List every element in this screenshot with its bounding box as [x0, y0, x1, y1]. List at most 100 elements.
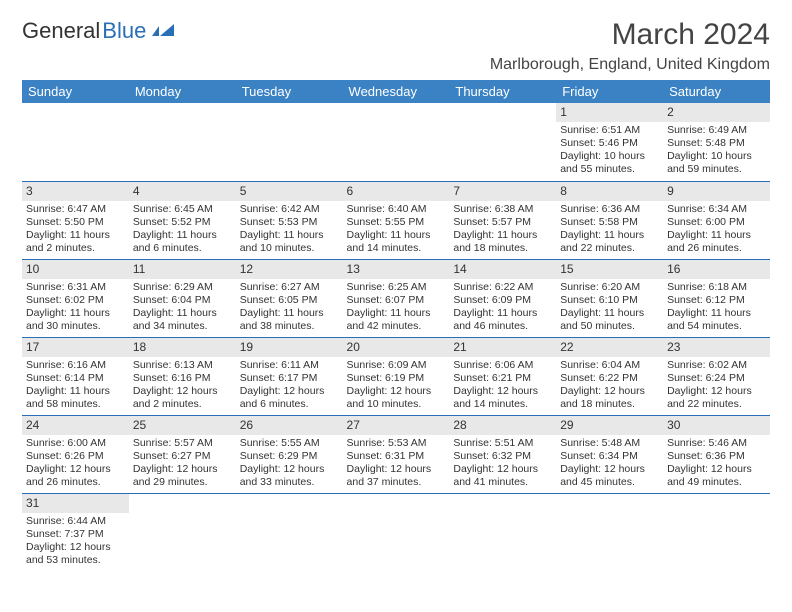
sunrise-text: Sunrise: 6:04 AM [560, 359, 659, 372]
daylight-text: Daylight: 12 hours and 14 minutes. [453, 385, 552, 411]
day-number: 24 [22, 416, 129, 435]
calendar-day-cell: 15Sunrise: 6:20 AMSunset: 6:10 PMDayligh… [556, 259, 663, 337]
sunrise-text: Sunrise: 6:36 AM [560, 203, 659, 216]
day-details: Sunrise: 6:18 AMSunset: 6:12 PMDaylight:… [663, 279, 770, 337]
calendar-day-cell: 6Sunrise: 6:40 AMSunset: 5:55 PMDaylight… [343, 181, 450, 259]
day-details: Sunrise: 6:11 AMSunset: 6:17 PMDaylight:… [236, 357, 343, 415]
day-details: Sunrise: 6:36 AMSunset: 5:58 PMDaylight:… [556, 201, 663, 259]
day-details: Sunrise: 6:51 AMSunset: 5:46 PMDaylight:… [556, 122, 663, 180]
day-details: Sunrise: 6:45 AMSunset: 5:52 PMDaylight:… [129, 201, 236, 259]
day-number: 28 [449, 416, 556, 435]
day-number: 1 [556, 103, 663, 122]
calendar-day-cell: 13Sunrise: 6:25 AMSunset: 6:07 PMDayligh… [343, 259, 450, 337]
daylight-text: Daylight: 12 hours and 26 minutes. [26, 463, 125, 489]
day-details: Sunrise: 6:27 AMSunset: 6:05 PMDaylight:… [236, 279, 343, 337]
sunset-text: Sunset: 6:10 PM [560, 294, 659, 307]
sunset-text: Sunset: 7:37 PM [26, 528, 125, 541]
calendar-day-cell [129, 103, 236, 181]
sunset-text: Sunset: 6:21 PM [453, 372, 552, 385]
daylight-text: Daylight: 11 hours and 42 minutes. [347, 307, 446, 333]
daylight-text: Daylight: 12 hours and 29 minutes. [133, 463, 232, 489]
calendar-day-cell [343, 493, 450, 571]
calendar-day-cell: 28Sunrise: 5:51 AMSunset: 6:32 PMDayligh… [449, 415, 556, 493]
day-details: Sunrise: 6:44 AMSunset: 7:37 PMDaylight:… [22, 513, 129, 571]
calendar-day-cell [129, 493, 236, 571]
sunset-text: Sunset: 5:58 PM [560, 216, 659, 229]
sunrise-text: Sunrise: 6:11 AM [240, 359, 339, 372]
daylight-text: Daylight: 12 hours and 49 minutes. [667, 463, 766, 489]
sunset-text: Sunset: 5:46 PM [560, 137, 659, 150]
daylight-text: Daylight: 12 hours and 10 minutes. [347, 385, 446, 411]
sunset-text: Sunset: 6:26 PM [26, 450, 125, 463]
day-details: Sunrise: 6:16 AMSunset: 6:14 PMDaylight:… [22, 357, 129, 415]
sunrise-text: Sunrise: 6:51 AM [560, 124, 659, 137]
day-number: 19 [236, 338, 343, 357]
day-number: 12 [236, 260, 343, 279]
daylight-text: Daylight: 12 hours and 22 minutes. [667, 385, 766, 411]
daylight-text: Daylight: 11 hours and 50 minutes. [560, 307, 659, 333]
logo-flag-icon [152, 22, 178, 40]
daylight-text: Daylight: 10 hours and 55 minutes. [560, 150, 659, 176]
day-details: Sunrise: 6:40 AMSunset: 5:55 PMDaylight:… [343, 201, 450, 259]
day-details: Sunrise: 6:49 AMSunset: 5:48 PMDaylight:… [663, 122, 770, 180]
day-details: Sunrise: 5:46 AMSunset: 6:36 PMDaylight:… [663, 435, 770, 493]
sunrise-text: Sunrise: 5:53 AM [347, 437, 446, 450]
calendar-day-cell: 10Sunrise: 6:31 AMSunset: 6:02 PMDayligh… [22, 259, 129, 337]
sunset-text: Sunset: 6:27 PM [133, 450, 232, 463]
sunset-text: Sunset: 6:19 PM [347, 372, 446, 385]
sunrise-text: Sunrise: 6:42 AM [240, 203, 339, 216]
calendar-week-row: 24Sunrise: 6:00 AMSunset: 6:26 PMDayligh… [22, 415, 770, 493]
sunrise-text: Sunrise: 6:00 AM [26, 437, 125, 450]
weekday-header: Sunday [22, 80, 129, 103]
calendar-day-cell [663, 493, 770, 571]
day-details: Sunrise: 6:09 AMSunset: 6:19 PMDaylight:… [343, 357, 450, 415]
sunset-text: Sunset: 6:05 PM [240, 294, 339, 307]
weekday-header: Thursday [449, 80, 556, 103]
sunset-text: Sunset: 5:52 PM [133, 216, 232, 229]
sunset-text: Sunset: 5:55 PM [347, 216, 446, 229]
daylight-text: Daylight: 11 hours and 58 minutes. [26, 385, 125, 411]
day-number: 23 [663, 338, 770, 357]
day-number: 2 [663, 103, 770, 122]
weekday-header: Monday [129, 80, 236, 103]
sunrise-text: Sunrise: 5:48 AM [560, 437, 659, 450]
day-details: Sunrise: 5:55 AMSunset: 6:29 PMDaylight:… [236, 435, 343, 493]
month-year-title: March 2024 [490, 18, 770, 52]
sunset-text: Sunset: 6:31 PM [347, 450, 446, 463]
sunrise-text: Sunrise: 6:09 AM [347, 359, 446, 372]
daylight-text: Daylight: 12 hours and 45 minutes. [560, 463, 659, 489]
daylight-text: Daylight: 12 hours and 6 minutes. [240, 385, 339, 411]
day-number: 17 [22, 338, 129, 357]
sunrise-text: Sunrise: 5:46 AM [667, 437, 766, 450]
day-number: 16 [663, 260, 770, 279]
daylight-text: Daylight: 12 hours and 41 minutes. [453, 463, 552, 489]
sunrise-text: Sunrise: 6:38 AM [453, 203, 552, 216]
day-number: 11 [129, 260, 236, 279]
sunset-text: Sunset: 6:07 PM [347, 294, 446, 307]
calendar-week-row: 1Sunrise: 6:51 AMSunset: 5:46 PMDaylight… [22, 103, 770, 181]
day-details: Sunrise: 6:31 AMSunset: 6:02 PMDaylight:… [22, 279, 129, 337]
calendar-day-cell: 8Sunrise: 6:36 AMSunset: 5:58 PMDaylight… [556, 181, 663, 259]
day-number: 31 [22, 494, 129, 513]
sunrise-text: Sunrise: 6:06 AM [453, 359, 552, 372]
daylight-text: Daylight: 11 hours and 54 minutes. [667, 307, 766, 333]
day-number: 3 [22, 182, 129, 201]
location-subtitle: Marlborough, England, United Kingdom [490, 56, 770, 74]
day-details: Sunrise: 5:48 AMSunset: 6:34 PMDaylight:… [556, 435, 663, 493]
daylight-text: Daylight: 12 hours and 18 minutes. [560, 385, 659, 411]
sunset-text: Sunset: 6:02 PM [26, 294, 125, 307]
day-number: 8 [556, 182, 663, 201]
day-number: 18 [129, 338, 236, 357]
calendar-day-cell: 3Sunrise: 6:47 AMSunset: 5:50 PMDaylight… [22, 181, 129, 259]
sunrise-text: Sunrise: 6:45 AM [133, 203, 232, 216]
calendar-day-cell [449, 103, 556, 181]
sunset-text: Sunset: 6:12 PM [667, 294, 766, 307]
calendar-day-cell: 7Sunrise: 6:38 AMSunset: 5:57 PMDaylight… [449, 181, 556, 259]
day-number: 27 [343, 416, 450, 435]
calendar-day-cell [236, 103, 343, 181]
calendar-day-cell [449, 493, 556, 571]
sunset-text: Sunset: 6:04 PM [133, 294, 232, 307]
day-details: Sunrise: 5:57 AMSunset: 6:27 PMDaylight:… [129, 435, 236, 493]
calendar-week-row: 17Sunrise: 6:16 AMSunset: 6:14 PMDayligh… [22, 337, 770, 415]
sunset-text: Sunset: 6:14 PM [26, 372, 125, 385]
